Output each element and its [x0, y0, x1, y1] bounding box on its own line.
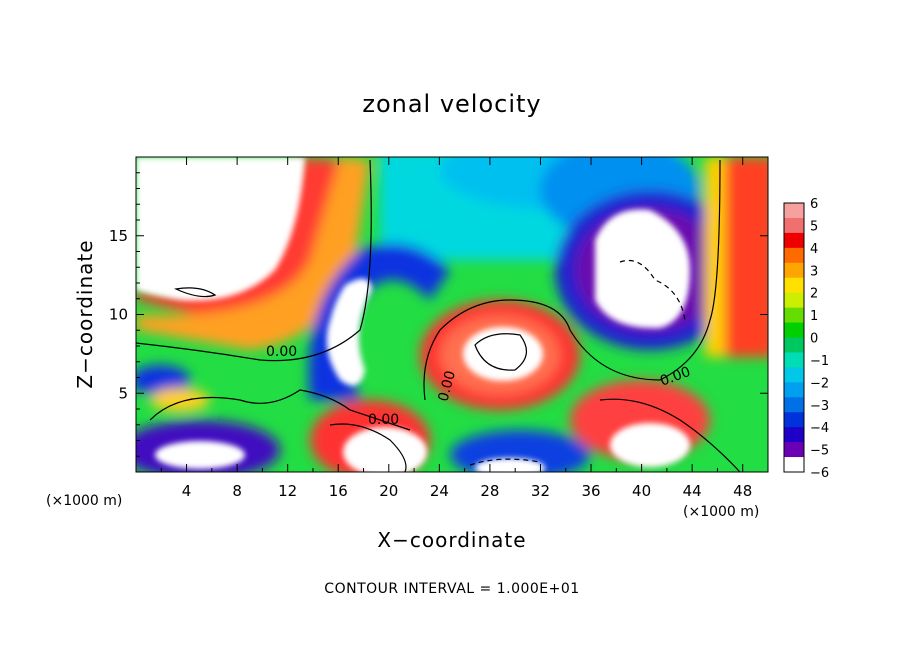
colorbar-tick-label: −1 [810, 354, 829, 369]
colorbar-tick-label: −6 [810, 466, 829, 481]
contour-interval-note: CONTOUR INTERVAL = 1.000E+01 [324, 581, 579, 597]
chart-title: zonal velocity [362, 90, 541, 118]
colorbar-swatch [784, 397, 804, 413]
colorbar-tick-labels: 6 5 4 3 2 1 0 −1 −2 −3 −4 −5 −6 [810, 197, 829, 481]
x-tick-label: 8 [232, 482, 242, 500]
colorbar-tick-label: −2 [810, 376, 829, 391]
colorbar-swatch [784, 427, 804, 443]
y-tick-label: 15 [109, 227, 128, 245]
colorbar-tick-label: −5 [810, 444, 829, 459]
y-axis-ticks: 5 10 15 [109, 172, 768, 457]
colorbar-swatch [784, 337, 804, 353]
colorbar-swatch [784, 442, 804, 458]
colorbar-swatch [784, 307, 804, 324]
x-axis-title: X−coordinate [377, 528, 526, 552]
colorbar-frame [783, 202, 805, 473]
colorbar-tick-label: 3 [810, 264, 818, 279]
colorbar-tick-label: 2 [810, 287, 818, 302]
colorbar-swatch [784, 232, 804, 249]
colorbar [783, 202, 805, 473]
x-tick-label: 16 [329, 482, 348, 500]
colorbar-tick-label: 0 [810, 332, 818, 347]
contour-label: 0.00 [435, 369, 459, 403]
y-tick-label: 10 [109, 306, 128, 324]
colorbar-swatch [784, 382, 804, 398]
contour-label: 0.00 [266, 344, 297, 360]
x-tick-label: 12 [278, 482, 297, 500]
colorbar-swatch [784, 352, 804, 368]
colorbar-swatch [784, 262, 804, 279]
colorbar-tick-label: −4 [810, 421, 829, 436]
x-axis-unit: (×1000 m) [683, 504, 759, 520]
colorbar-tick-label: 5 [810, 219, 818, 234]
contour-lines [136, 159, 741, 472]
y-axis-title: Z−coordinate [73, 239, 97, 388]
saturated-regions [136, 157, 690, 472]
contour-label: 0.00 [368, 412, 399, 428]
y-axis-unit: (×1000 m) [46, 493, 122, 509]
x-tick-label: 44 [683, 482, 702, 500]
colorbar-tick-label: 1 [810, 309, 818, 324]
colorbar-tick-label: −3 [810, 399, 829, 414]
colorbar-swatch [784, 367, 804, 383]
colorbar-swatch [784, 322, 804, 338]
y-tick-label: 5 [118, 384, 128, 402]
x-tick-label: 40 [632, 482, 651, 500]
colorbar-swatch [784, 247, 804, 264]
x-tick-label: 36 [581, 482, 600, 500]
colorbar-swatch [784, 277, 804, 294]
colorbar-swatch [784, 412, 804, 428]
x-tick-label: 28 [480, 482, 499, 500]
x-axis-ticks: 4 8 12 16 20 24 28 32 36 40 44 48 [160, 157, 752, 500]
x-tick-label: 24 [430, 482, 449, 500]
x-tick-label: 32 [531, 482, 550, 500]
x-tick-label: 48 [733, 482, 752, 500]
x-tick-label: 20 [379, 482, 398, 500]
x-tick-label: 4 [182, 482, 192, 500]
colorbar-tick-label: 4 [810, 242, 818, 257]
colorbar-swatch [784, 457, 804, 473]
colorbar-tick-label: 6 [810, 197, 818, 212]
colorbar-swatch [784, 292, 804, 309]
colorbar-swatch [784, 203, 804, 219]
colorbar-swatch [784, 217, 804, 234]
plot-area: 0.00 0.00 0.00 0.00 [136, 157, 768, 472]
